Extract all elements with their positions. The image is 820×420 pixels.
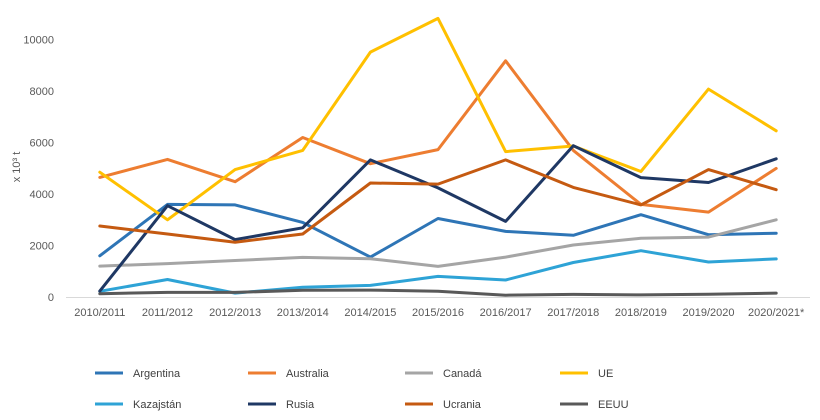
- series-line-ucrania: [98, 158, 778, 244]
- y-tick-label: 10000: [23, 35, 54, 47]
- series-line-rusia: [98, 144, 778, 293]
- legend-label-rusia: Rusia: [286, 399, 315, 411]
- y-tick-label: 8000: [30, 86, 54, 98]
- x-axis-ticks: 2010/2011 2011/2012 2012/2013 2013/2014 2014…: [74, 307, 805, 319]
- legend-label-australia: Australia: [286, 368, 330, 380]
- x-tick-label: 2010/2011: [74, 307, 125, 319]
- x-tick-label: 2017/2018: [547, 307, 599, 319]
- y-tick-label: 2000: [30, 241, 54, 253]
- x-tick-label: 2018/2019: [615, 307, 667, 319]
- legend: Argentina Australia Canadá UE Kazajstán Rusia…: [95, 368, 629, 411]
- legend-label-ue: UE: [598, 368, 613, 380]
- legend-label-kazajstan: Kazajstán: [133, 399, 181, 411]
- series-lines: [98, 16, 778, 297]
- series-line-kazajstan: [98, 249, 778, 295]
- x-tick-label: 2016/2017: [480, 307, 532, 319]
- x-tick-label: 2020/2021*: [748, 307, 805, 319]
- x-tick-label: 2012/2013: [209, 307, 261, 319]
- legend-label-canada: Canadá: [443, 368, 482, 380]
- y-tick-label: 6000: [30, 138, 54, 150]
- y-tick-label: 0: [48, 292, 54, 304]
- series-line-eeuu: [98, 288, 778, 297]
- series-line-argentina: [98, 202, 778, 259]
- y-axis-ticks: 0 2000 4000 6000 8000 10000: [23, 35, 54, 304]
- y-axis-title: x 10³ t: [11, 152, 23, 183]
- legend-label-argentina: Argentina: [133, 368, 181, 380]
- x-tick-label: 2019/2020: [683, 307, 735, 319]
- legend-label-eeuu: EEUU: [598, 399, 629, 411]
- x-tick-label: 2011/2012: [142, 307, 193, 319]
- x-tick-label: 2014/2015: [344, 307, 396, 319]
- legend-label-ucrania: Ucrania: [443, 399, 482, 411]
- x-tick-label: 2015/2016: [412, 307, 464, 319]
- series-line-australia: [98, 59, 778, 214]
- y-tick-label: 4000: [30, 189, 54, 201]
- x-tick-label: 2013/2014: [277, 307, 329, 319]
- series-line-canada: [98, 218, 778, 268]
- series-line-ue: [98, 16, 778, 222]
